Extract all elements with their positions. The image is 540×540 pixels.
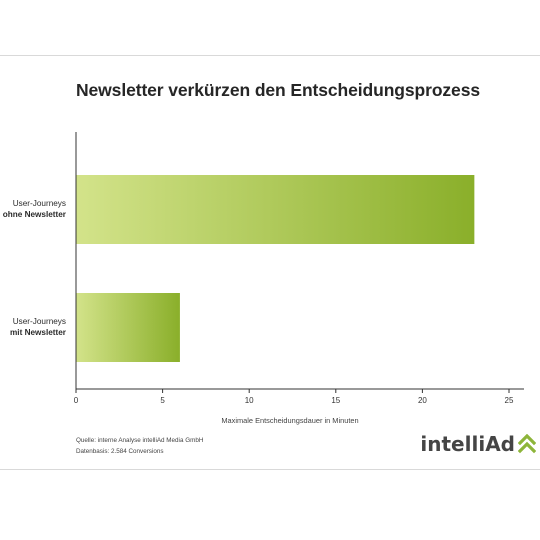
top-divider (0, 55, 540, 56)
source-note: Quelle: interne Analyse intelliAd Media … (76, 437, 204, 444)
bottom-divider (0, 469, 540, 470)
bar-ohne-newsletter (76, 175, 475, 244)
category-label-ohne-newsletter: User-Journeys ohne Newsletter (2, 199, 66, 219)
chart-title: Newsletter verkürzen den Entscheidungspr… (76, 80, 480, 100)
intelliad-logo: intelliAd (420, 432, 536, 456)
data-basis-note: Datenbasis: 2.584 Conversions (76, 448, 164, 455)
double-chevron-up-icon (518, 434, 536, 454)
x-tick-label: 10 (245, 396, 254, 405)
logo-text: intelliAd (420, 432, 515, 456)
x-axis-label: Maximale Entscheidungsdauer in Minuten (221, 416, 359, 425)
x-tick-label: 15 (331, 396, 340, 405)
bar-mit-newsletter (76, 293, 180, 362)
category-label-mit-newsletter: User-Journeys mit Newsletter (10, 317, 66, 337)
x-tick-label: 0 (74, 396, 79, 405)
x-tick-label: 20 (418, 396, 427, 405)
x-tick-label: 25 (505, 396, 514, 405)
x-tick-label: 5 (160, 396, 165, 405)
